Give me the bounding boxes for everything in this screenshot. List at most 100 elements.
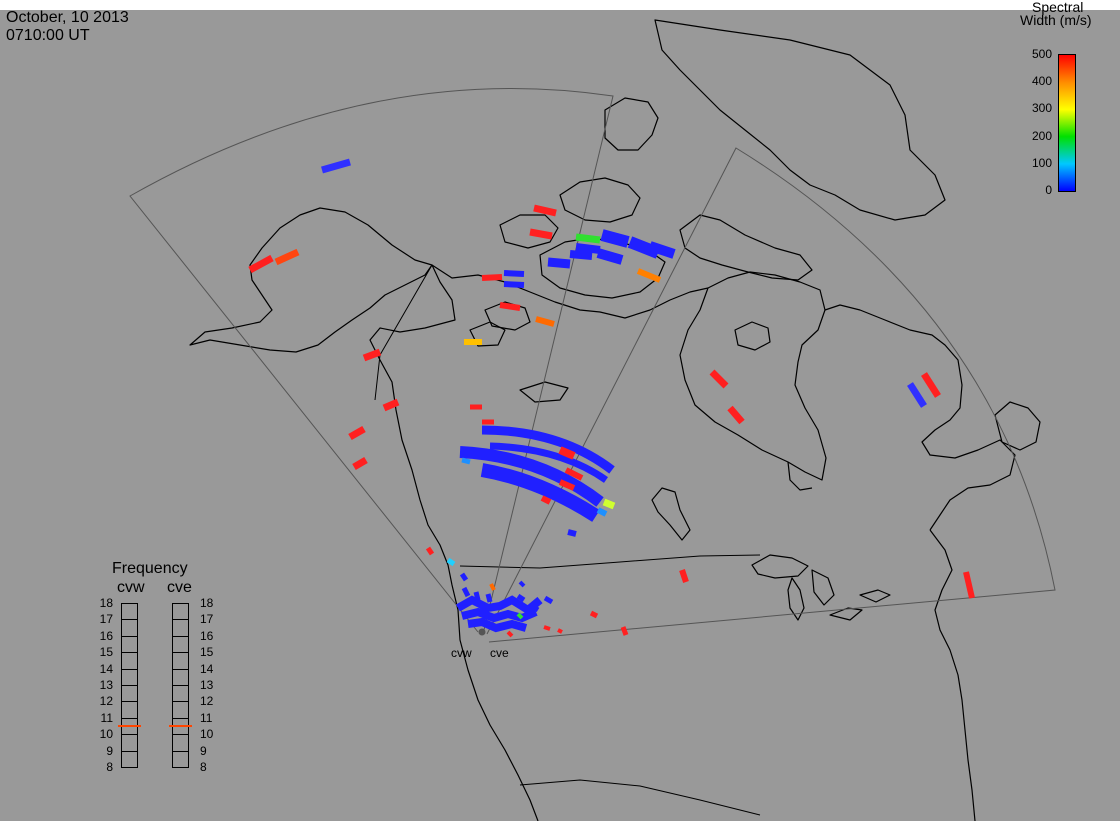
scatter-arc xyxy=(481,425,615,474)
scatter-cell xyxy=(529,228,553,240)
lake-winnipeg xyxy=(651,487,691,541)
scatter-cell xyxy=(481,274,503,281)
frequency-tick-label: 16 xyxy=(200,628,214,643)
scatter-cell xyxy=(558,479,576,491)
frequency-cell xyxy=(121,619,138,637)
frequency-cell xyxy=(172,701,189,719)
scatter-cell xyxy=(516,593,526,603)
frequency-cell xyxy=(121,652,138,670)
frequency-tick-label: 11 xyxy=(100,710,113,725)
scatter-arc xyxy=(459,446,604,507)
colorbar-tick-label: 100 xyxy=(1031,155,1052,170)
cve-fov xyxy=(486,147,1056,643)
frequency-cell xyxy=(172,668,189,686)
frequency-tick-label: 17 xyxy=(200,612,214,627)
scatter-cell xyxy=(575,233,601,244)
scatter-cell xyxy=(547,257,571,269)
frequency-tick-label: 15 xyxy=(99,645,113,660)
atlantic-coast xyxy=(929,529,976,821)
scatter-cell xyxy=(461,457,471,465)
map-canvas xyxy=(0,10,1120,821)
frequency-cell xyxy=(172,603,189,621)
scatter-cells xyxy=(248,158,975,638)
frequency-cell xyxy=(121,734,138,752)
scatter-cell xyxy=(274,248,300,266)
scatter-cell xyxy=(461,586,471,598)
scatter-cell xyxy=(596,248,624,265)
pacific-coast xyxy=(369,264,539,821)
colorbar-tick-label: 300 xyxy=(1031,101,1052,116)
radar-label-cvw: cvw xyxy=(451,646,472,660)
scatter-cell xyxy=(503,270,525,277)
date-label: October, 10 2013 xyxy=(6,9,129,26)
colorbar-tick-label: 500 xyxy=(1031,47,1052,61)
canada-us-border xyxy=(459,554,761,569)
scatter-cell xyxy=(530,603,540,613)
scatter-cell xyxy=(503,281,525,288)
scatter-arc xyxy=(480,463,600,522)
scatter-cell xyxy=(648,241,676,259)
frequency-tick-label: 18 xyxy=(99,596,113,610)
frequency-cell xyxy=(172,652,189,670)
colorbar-tick-label: 200 xyxy=(1031,128,1052,143)
scatter-cell xyxy=(636,268,662,283)
scatter-arc xyxy=(489,442,608,483)
scatter-group-central xyxy=(459,404,616,537)
scatter-fan xyxy=(456,595,543,633)
frequency-tick-label: 14 xyxy=(200,661,214,676)
frequency-tick-label: 12 xyxy=(99,694,113,709)
scatter-cell xyxy=(709,369,729,389)
frequency-tick-label: 16 xyxy=(99,628,113,643)
alaska-coast xyxy=(189,207,433,353)
scatter-cell xyxy=(489,583,496,591)
colorbar-title-line1: Spectral xyxy=(1032,0,1084,15)
map-background xyxy=(0,10,1120,821)
frequency-indicator xyxy=(169,725,192,727)
frequency-tick-label: 11 xyxy=(200,710,213,725)
scatter-cell xyxy=(558,446,576,460)
arctic-mainland-coast xyxy=(431,264,709,319)
scatter-cell xyxy=(506,630,514,638)
frequency-tick-label: 10 xyxy=(200,727,214,742)
lake-michigan xyxy=(787,577,805,621)
scatter-cell xyxy=(516,612,524,620)
frequency-tick-label: 8 xyxy=(200,760,207,774)
scatter-cell xyxy=(564,467,584,481)
colorbar-title-line2: Width (m/s) xyxy=(1020,12,1092,28)
frequency-cell xyxy=(121,635,138,654)
arctic-island-b xyxy=(499,214,559,249)
radar-site-marker xyxy=(478,628,486,636)
scatter-cell xyxy=(575,243,601,254)
colorbar-tick-labels: 500 400 300 200 100 0 xyxy=(1018,44,1052,196)
frequency-tick-label: 8 xyxy=(106,760,113,774)
scatter-cell xyxy=(348,425,366,441)
frequency-tick-label: 17 xyxy=(99,612,113,627)
frequency-cell xyxy=(172,619,189,637)
scatter-cell xyxy=(248,254,274,274)
scatter-cell xyxy=(589,610,599,619)
frequency-cell xyxy=(172,685,189,703)
frequency-indicator xyxy=(118,725,141,727)
labrador-coast xyxy=(824,304,1016,531)
frequency-tick-label: 9 xyxy=(106,743,113,758)
us-mexico-border xyxy=(519,779,761,816)
scatter-group-arctic xyxy=(464,204,676,345)
frequency-tick-label: 13 xyxy=(99,678,113,692)
baffin-island xyxy=(679,214,813,281)
scatter-group-alaska xyxy=(248,158,400,471)
scatter-group-east xyxy=(679,369,975,599)
scatter-cell xyxy=(321,158,351,174)
frequency-cell xyxy=(121,685,138,703)
newfoundland xyxy=(994,401,1041,451)
radar-label-cve: cve xyxy=(490,646,509,660)
arctic-island-d xyxy=(604,97,659,151)
scatter-cell xyxy=(602,498,616,510)
scatter-cell xyxy=(679,569,689,583)
colorbar xyxy=(1058,54,1076,192)
james-bay xyxy=(787,461,813,491)
scatter-cell xyxy=(540,495,552,505)
lake-huron xyxy=(811,569,835,606)
scatter-cell xyxy=(446,557,456,567)
frequency-cell xyxy=(121,603,138,621)
great-slave-lake xyxy=(519,381,569,403)
